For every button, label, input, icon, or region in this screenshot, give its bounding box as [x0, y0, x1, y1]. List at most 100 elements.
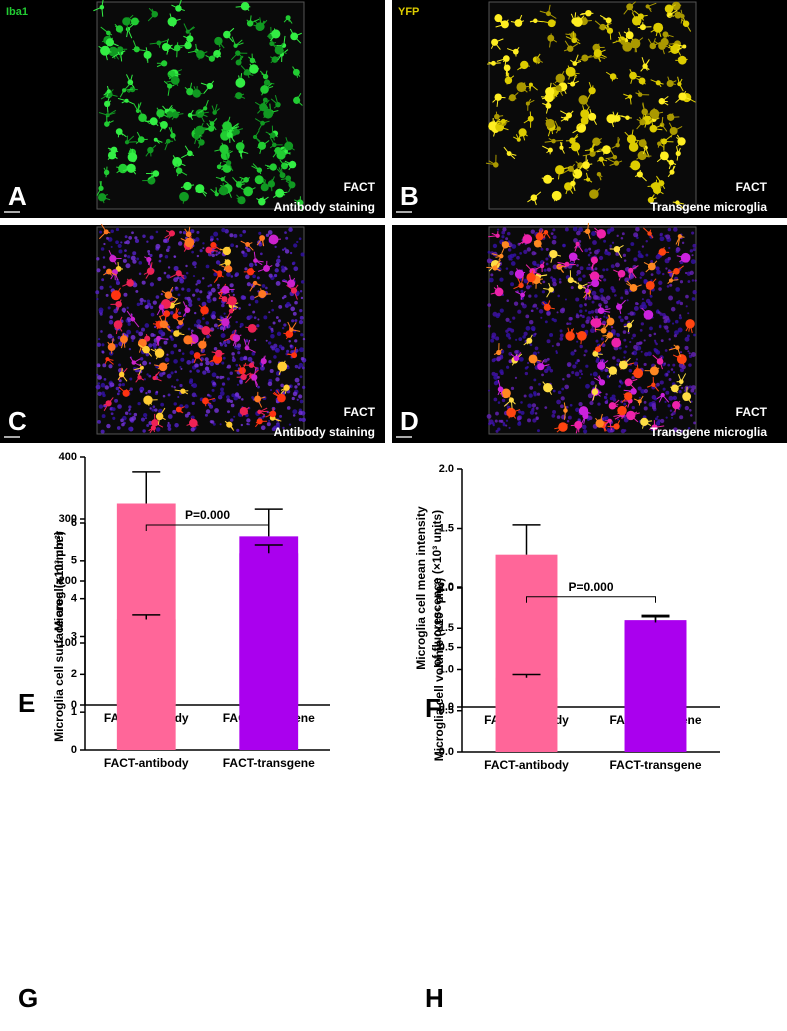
texture-dot — [127, 255, 130, 258]
texture-dot — [241, 398, 244, 401]
texture-dot — [247, 282, 251, 286]
texture-dot — [257, 276, 260, 279]
texture-dot — [215, 253, 217, 255]
y-tick-label: 2.0 — [439, 463, 454, 475]
texture-dot — [660, 380, 664, 384]
texture-dot — [222, 376, 225, 379]
texture-dot — [109, 315, 113, 319]
texture-dot — [296, 241, 298, 243]
texture-dot — [638, 341, 642, 345]
texture-dot — [578, 277, 582, 281]
method-label: FACT — [344, 405, 376, 419]
texture-dot — [195, 288, 199, 292]
method-label: FACT — [736, 405, 768, 419]
texture-dot — [99, 404, 103, 408]
texture-dot — [526, 285, 530, 289]
texture-dot — [531, 251, 535, 255]
texture-dot — [226, 272, 231, 277]
texture-dot — [138, 261, 142, 265]
texture-dot — [640, 272, 645, 277]
texture-dot — [616, 333, 619, 336]
texture-dot — [147, 299, 151, 303]
texture-dot — [626, 248, 630, 252]
texture-dot — [500, 308, 504, 312]
texture-dot — [499, 420, 502, 423]
texture-dot — [275, 268, 279, 272]
texture-dot — [263, 415, 265, 417]
texture-dot — [507, 232, 511, 236]
texture-dot — [529, 393, 533, 397]
texture-dot — [269, 274, 273, 278]
texture-dot — [179, 366, 181, 368]
texture-dot — [184, 404, 188, 408]
texture-dot — [223, 312, 225, 314]
texture-dot — [290, 252, 292, 254]
panel-letter: H — [425, 983, 444, 1013]
texture-dot — [502, 399, 505, 402]
texture-dot — [545, 257, 548, 260]
texture-dot — [292, 409, 297, 414]
cell-process — [267, 166, 273, 167]
texture-dot — [690, 271, 694, 275]
texture-dot — [233, 416, 235, 418]
texture-dot — [207, 298, 212, 303]
y-axis-label: Microglia cell surface area (×10³ µm²) — [52, 531, 66, 742]
texture-dot — [294, 319, 297, 322]
texture-dot — [518, 421, 521, 424]
cell-process — [274, 240, 275, 244]
texture-dot — [283, 323, 286, 326]
texture-dot — [217, 284, 220, 287]
texture-dot — [546, 366, 551, 371]
texture-dot — [671, 368, 674, 371]
cell-process — [648, 186, 654, 187]
texture-dot — [155, 244, 160, 249]
error-bar — [255, 509, 283, 536]
texture-dot — [633, 257, 637, 261]
texture-dot — [541, 374, 544, 377]
texture-dot — [506, 366, 509, 369]
texture-dot — [178, 241, 182, 245]
texture-dot — [588, 264, 590, 266]
texture-dot — [640, 329, 643, 332]
texture-dot — [145, 392, 147, 394]
texture-dot — [564, 385, 569, 390]
texture-dot — [531, 229, 535, 233]
texture-dot — [552, 278, 556, 282]
texture-dot — [580, 266, 584, 270]
texture-dot — [217, 327, 219, 329]
texture-dot — [529, 320, 533, 324]
texture-dot — [194, 363, 198, 367]
texture-dot — [180, 358, 184, 362]
texture-dot — [581, 324, 585, 328]
texture-dot — [559, 337, 563, 341]
texture-dot — [232, 356, 234, 358]
texture-dot — [527, 247, 531, 251]
texture-dot — [522, 335, 526, 339]
texture-dot — [505, 318, 509, 322]
texture-dot — [604, 396, 606, 398]
texture-dot — [602, 268, 605, 271]
texture-dot — [688, 363, 692, 367]
texture-dot — [230, 243, 234, 247]
texture-dot — [118, 249, 122, 253]
texture-dot — [487, 303, 491, 307]
texture-dot — [95, 290, 99, 294]
texture-dot — [231, 404, 235, 408]
texture-dot — [680, 351, 682, 353]
texture-dot — [618, 316, 621, 319]
texture-dot — [284, 267, 286, 269]
texture-dot — [299, 237, 302, 240]
texture-dot — [635, 227, 640, 232]
texture-dot — [562, 378, 564, 380]
texture-dot — [664, 362, 666, 364]
texture-dot — [557, 415, 561, 419]
texture-dot — [585, 320, 589, 324]
cell-process — [584, 231, 588, 232]
texture-dot — [131, 335, 136, 340]
caption: Transgene microglia — [650, 425, 767, 439]
texture-dot — [664, 319, 668, 323]
texture-dot — [690, 249, 693, 252]
cell-process — [252, 328, 257, 329]
texture-dot — [277, 332, 281, 336]
texture-dot — [517, 310, 521, 314]
